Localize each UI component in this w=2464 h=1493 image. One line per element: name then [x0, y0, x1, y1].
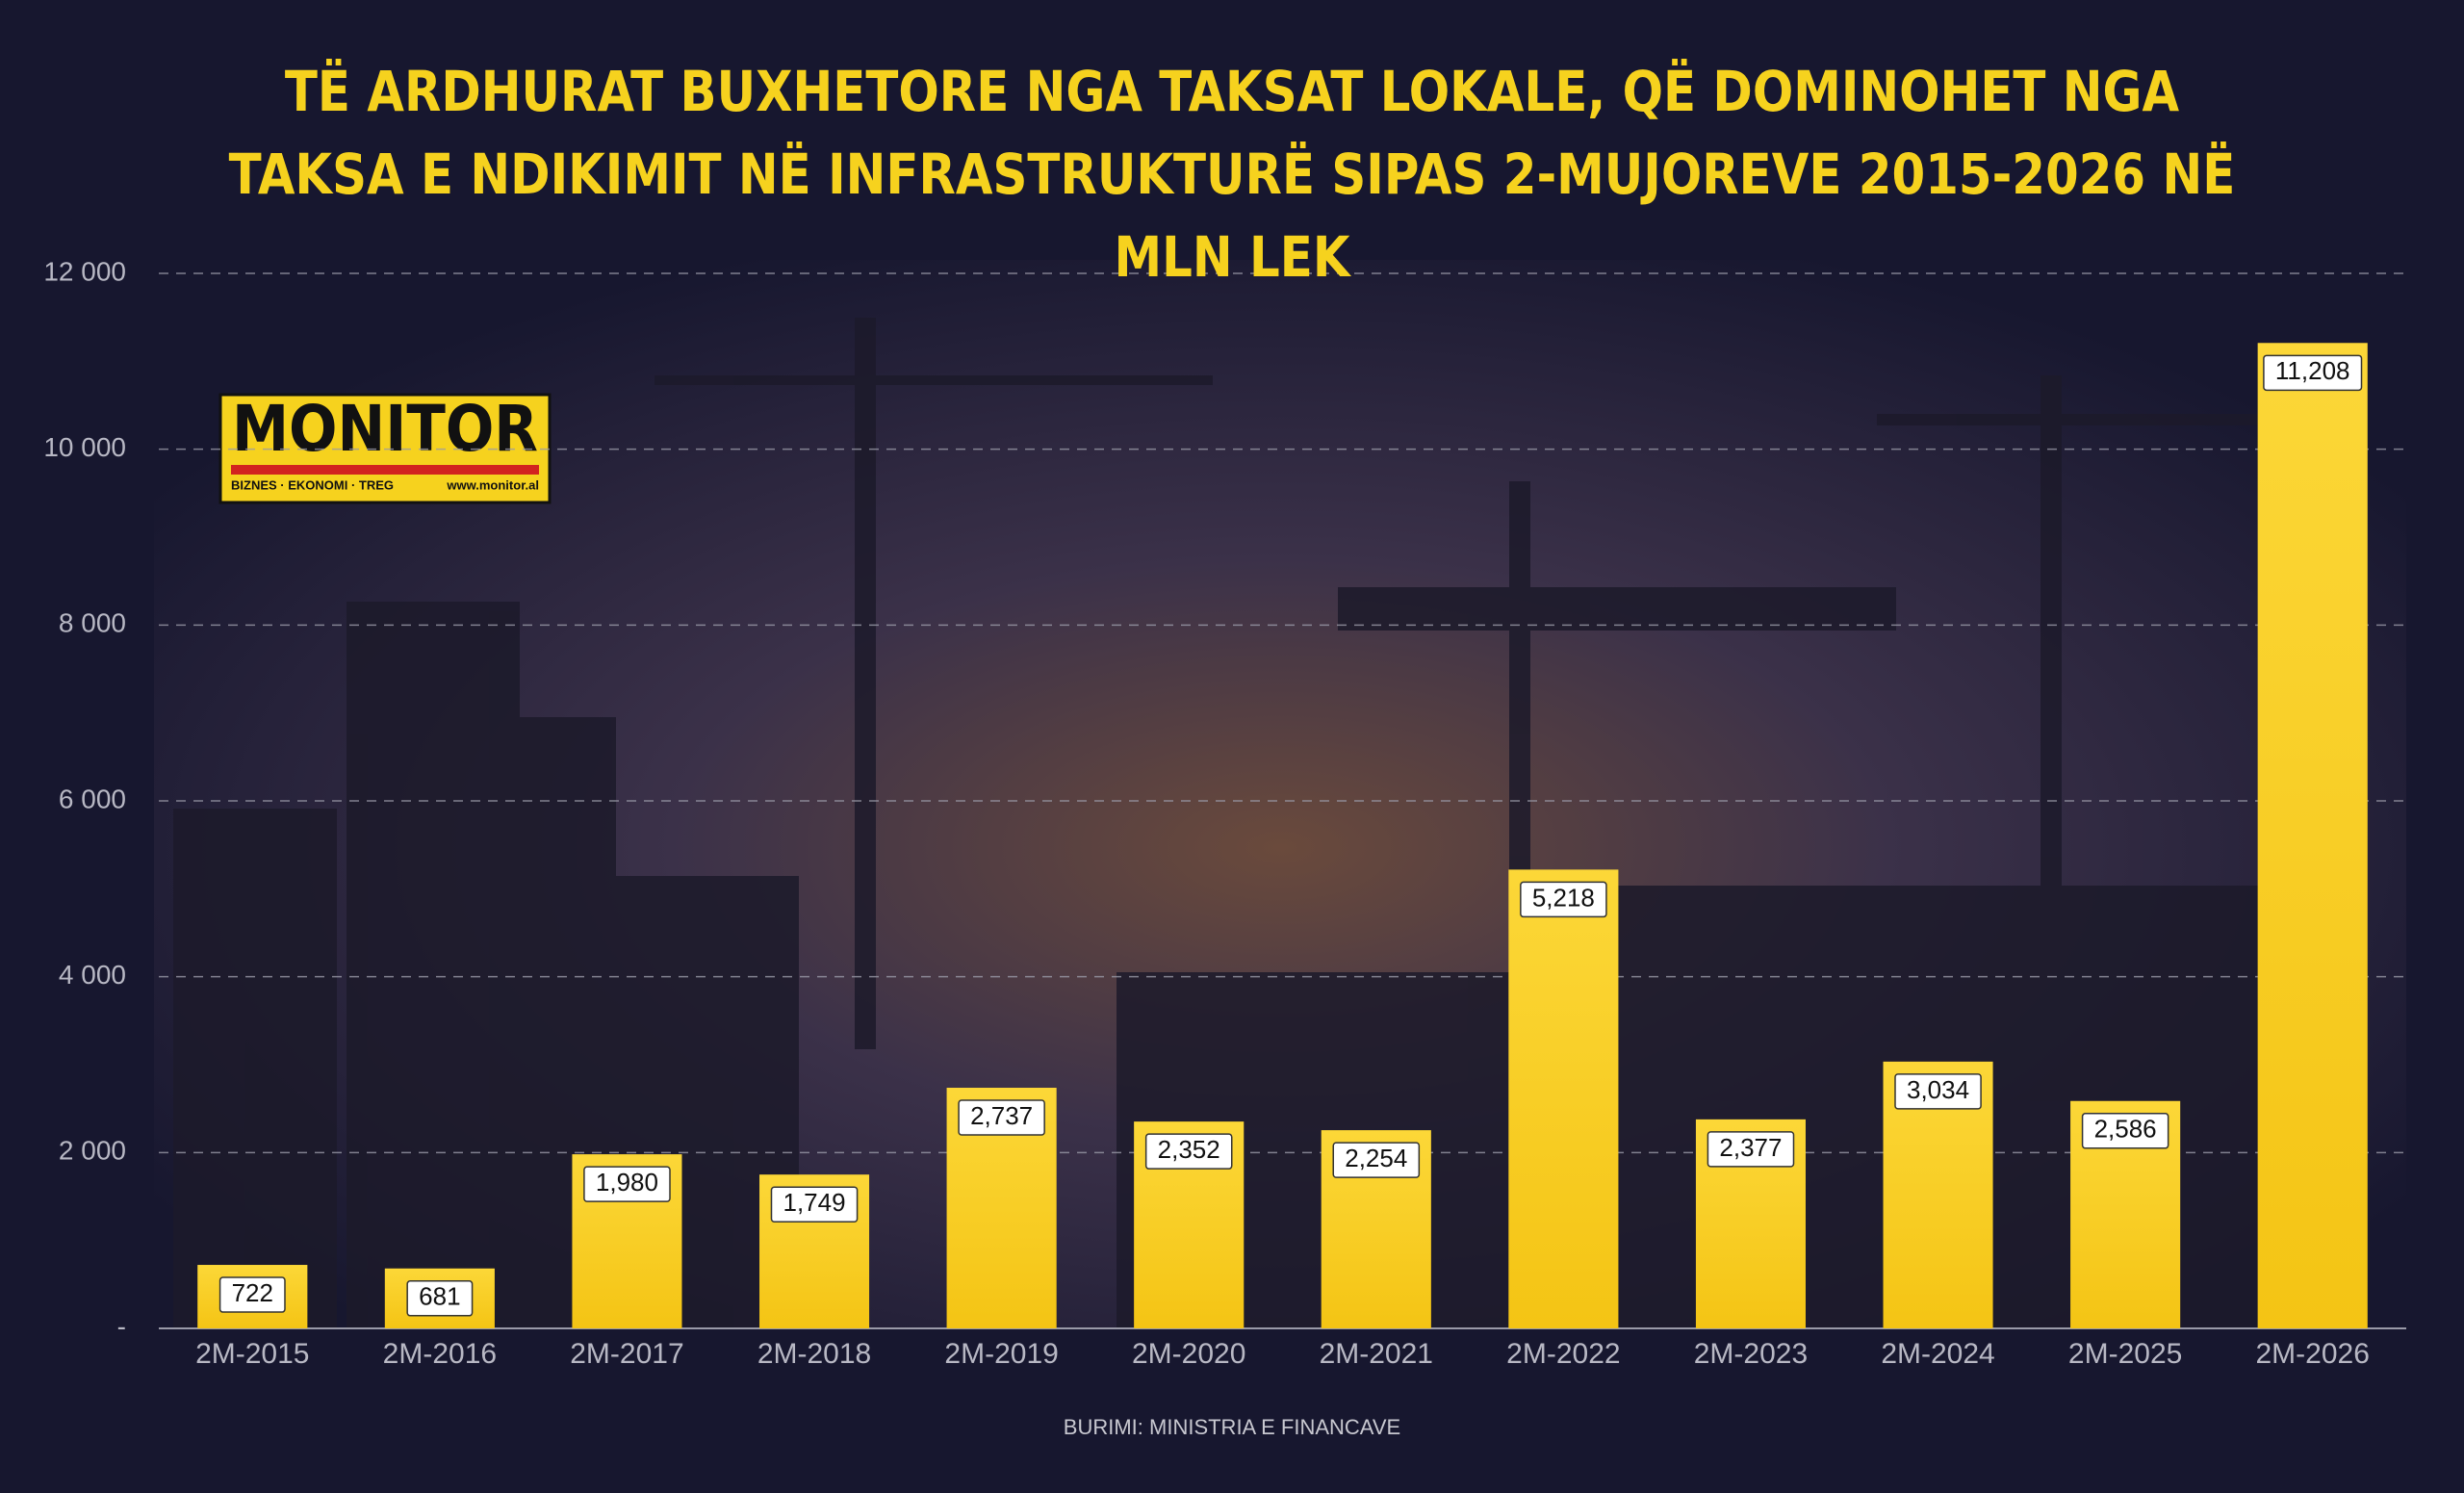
value-label-box: [1332, 1142, 1421, 1178]
value-label-box: [770, 1186, 859, 1223]
logo-url: www.monitor.al: [446, 477, 539, 492]
x-tick-label: 2M-2018: [757, 1338, 871, 1370]
x-tick-label: 2M-2023: [1694, 1338, 1808, 1370]
chart-title: TË ARDHURAT BUXHETORE NGA TAKSAT LOKALE,…: [228, 59, 2236, 290]
x-tick-label: 2M-2025: [2068, 1338, 2182, 1370]
value-label: 2,352: [1158, 1135, 1220, 1164]
x-tick-label: 2M-2015: [195, 1338, 309, 1370]
value-label: 2,254: [1345, 1144, 1407, 1172]
value-label: 11,208: [2275, 356, 2350, 385]
value-label-box: [583, 1166, 671, 1202]
y-tick-label: 2 000: [59, 1136, 126, 1166]
logo: MONITOR BIZNES · EKONOMI · TREG www.moni…: [218, 392, 552, 504]
value-label-box: [2081, 1113, 2169, 1149]
value-label-box: [1894, 1073, 1982, 1110]
value-label-box: [958, 1099, 1045, 1136]
y-tick-label: -: [117, 1311, 126, 1341]
value-label: 722: [232, 1278, 273, 1307]
y-tick-label: 8 000: [59, 608, 126, 638]
y-tick-label: 6 000: [59, 784, 126, 813]
value-label-box: [1520, 881, 1607, 918]
y-tick-label: 12 000: [43, 256, 126, 286]
value-label: 681: [419, 1282, 460, 1311]
x-tick-label: 2M-2022: [1506, 1338, 1620, 1370]
value-label: 3,034: [1907, 1075, 1969, 1104]
y-tick-label: 4 000: [59, 960, 126, 990]
logo-tagline: BIZNES · EKONOMI · TREG: [231, 477, 394, 492]
bar-highlight: [2257, 343, 2368, 1328]
value-label: 1,749: [783, 1188, 846, 1217]
value-label-box: [1707, 1131, 1795, 1168]
x-tick-label: 2M-2019: [944, 1338, 1058, 1370]
x-tick-label: 2M-2024: [1881, 1338, 1994, 1370]
x-tick-label: 2M-2016: [383, 1338, 497, 1370]
value-label-box: [2263, 354, 2363, 392]
value-label-box: [1144, 1133, 1233, 1170]
value-label: 2,586: [2094, 1115, 2157, 1144]
source: BURIMI: MINISTRIA E FINANCAVE: [1064, 1415, 1400, 1439]
value-label: 2,377: [1719, 1133, 1782, 1162]
x-tick-label: 2M-2021: [1320, 1338, 1433, 1370]
x-tick-label: 2M-2020: [1132, 1338, 1245, 1370]
x-tick-label: 2M-2026: [2256, 1338, 2370, 1370]
value-label: 2,737: [970, 1101, 1033, 1130]
value-label-box: [406, 1280, 474, 1317]
value-label: 5,218: [1532, 883, 1595, 912]
x-tick-label: 2M-2017: [570, 1338, 683, 1370]
bar-highlight: [1508, 869, 1619, 1328]
value-label-box: [218, 1276, 286, 1313]
value-label: 1,980: [596, 1168, 658, 1197]
y-tick-label: 10 000: [43, 432, 126, 462]
logo-name: MONITOR: [232, 392, 538, 466]
